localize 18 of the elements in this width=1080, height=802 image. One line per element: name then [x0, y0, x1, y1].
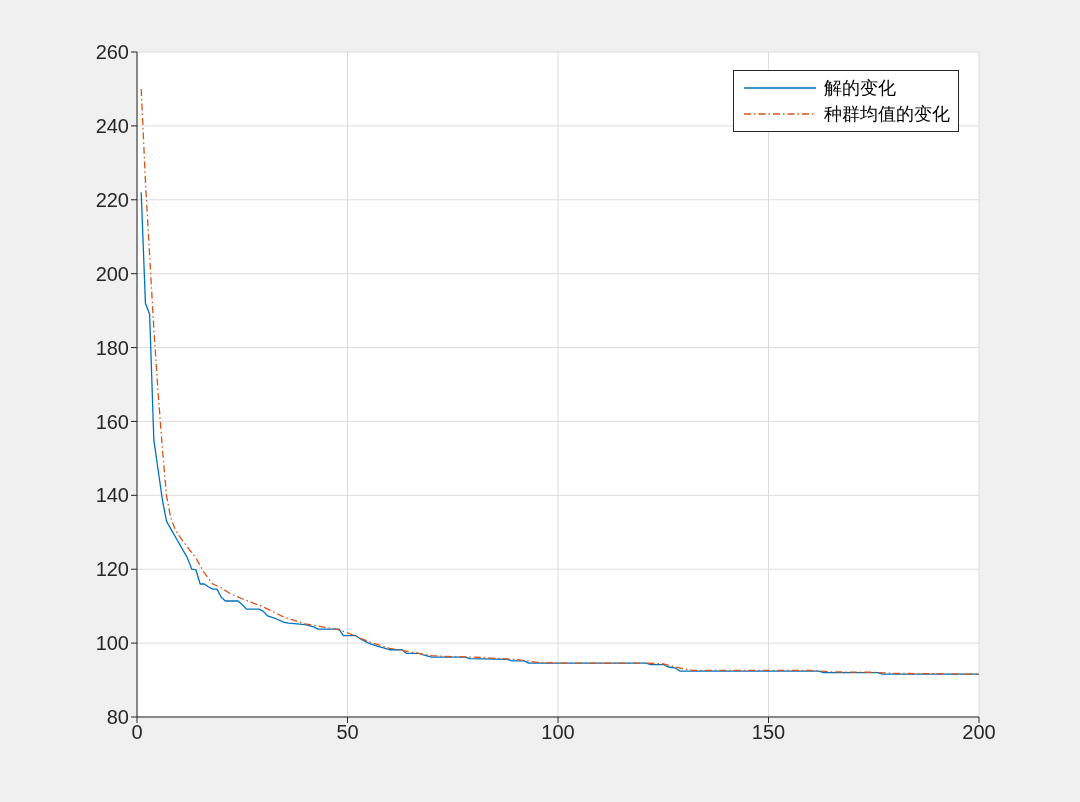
x-tick-label: 200	[962, 721, 996, 744]
y-tick-label: 200	[95, 262, 129, 285]
y-tick-label: 80	[106, 706, 129, 729]
y-tick-label: 220	[95, 188, 129, 211]
y-tick-label: 240	[95, 114, 129, 137]
x-tick-label: 50	[336, 721, 359, 744]
x-tick-label: 100	[541, 721, 575, 744]
y-tick-label: 260	[95, 41, 129, 64]
x-tick-label: 150	[751, 721, 786, 744]
x-tick-label: 0	[131, 721, 143, 744]
y-tick-label: 140	[95, 484, 129, 507]
y-tick-label: 180	[95, 336, 129, 359]
legend-label: 解的变化	[824, 76, 896, 100]
y-tick-label: 100	[95, 632, 129, 655]
legend-label: 种群均值的变化	[824, 102, 950, 126]
y-tick-label: 120	[95, 558, 129, 581]
line-series	[140, 191, 979, 675]
y-tick-label: 160	[95, 410, 129, 433]
